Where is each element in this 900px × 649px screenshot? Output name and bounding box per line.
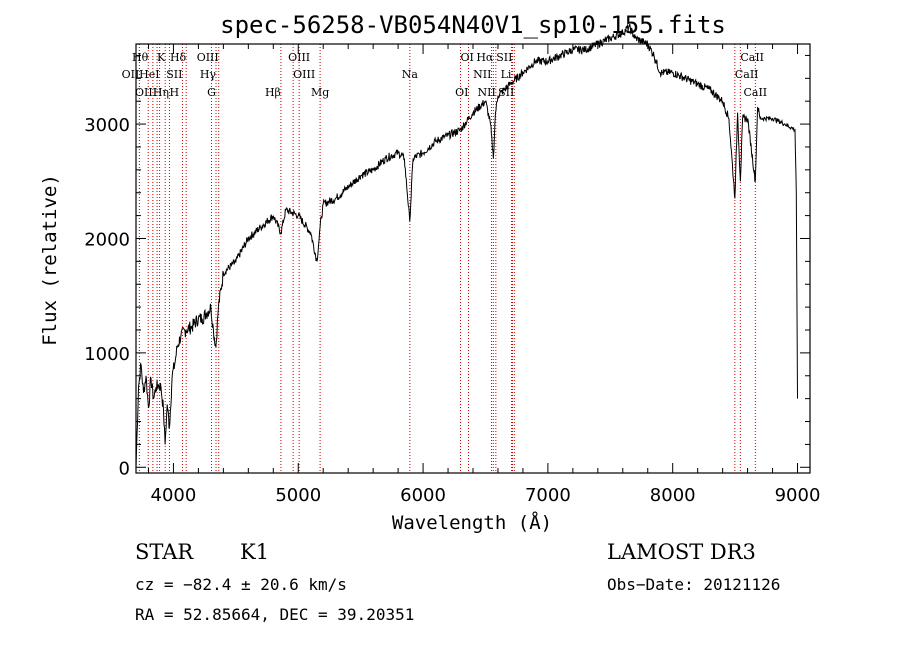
line-label-18: OI — [455, 86, 468, 99]
line-label-9: G — [207, 86, 216, 99]
line-label-16: Na — [402, 68, 419, 81]
line-label-13: OIII — [293, 68, 315, 81]
line-label-5: Hη — [153, 86, 169, 99]
line-label-3: HeI — [139, 68, 159, 81]
line-label-26: CaII — [740, 51, 764, 64]
redshift-label: cz = −82.4 ± 20.6 km/s — [135, 575, 347, 594]
y-tick-label-1000: 1000 — [84, 344, 130, 365]
x-tick-label-6000: 6000 — [400, 485, 446, 506]
line-label-7: SII — [166, 68, 182, 81]
x-tick-label-9000: 9000 — [775, 485, 821, 506]
x-tick-label-5000: 5000 — [275, 485, 321, 506]
line-label-17: OI — [461, 51, 474, 64]
subclass-label: K1 — [240, 540, 270, 564]
y-axis-label: Flux (relative) — [39, 174, 61, 346]
line-label-10: OIII — [197, 51, 219, 64]
line-label-21: NII — [478, 86, 496, 99]
x-axis-label: Wavelength (Å) — [392, 511, 552, 534]
line-label-25: CaII — [735, 68, 759, 81]
line-label-27: CaII — [743, 86, 767, 99]
line-label-8: Hδ — [170, 51, 187, 64]
line-label-24: SII — [498, 86, 514, 99]
line-label-6: H — [169, 86, 179, 99]
y-tick-label-0: 0 — [119, 458, 130, 479]
line-label-1: Hθ — [132, 51, 149, 64]
line-label-11: Hγ — [200, 68, 217, 81]
line-label-4: K — [157, 51, 166, 64]
line-label-19: NII — [473, 68, 491, 81]
line-label-15: Mg — [311, 86, 329, 99]
plot-area: 4000 5000 6000 7000 8000 9000 0 1000 2000 3000 OII… — [84, 24, 821, 506]
line-label-23: Li — [501, 68, 512, 81]
line-label-14: OIII — [288, 51, 310, 64]
coordinates-label: RA = 52.85664, DEC = 39.20351 — [135, 605, 415, 624]
x-tick-label-7000: 7000 — [525, 485, 571, 506]
survey-label: LAMOST DR3 — [607, 540, 756, 564]
chart-title: spec-56258-VB054N40V1_sp10-155.fits — [220, 11, 726, 39]
line-label-20: Hα — [476, 51, 494, 64]
plot-frame — [135, 43, 811, 474]
line-label-2: OIII — [135, 86, 157, 99]
observation-date: Obs−Date: 20121126 — [607, 575, 781, 594]
y-tick-label-3000: 3000 — [84, 115, 130, 136]
line-label-12: Hβ — [265, 86, 281, 99]
line-label-22: SII — [496, 51, 512, 64]
x-tick-label-8000: 8000 — [650, 485, 696, 506]
class-label: STAR — [135, 540, 194, 564]
spectrum-line — [135, 24, 798, 468]
x-tick-label-4000: 4000 — [151, 485, 197, 506]
y-tick-label-2000: 2000 — [84, 229, 130, 250]
line-label-0: OII — [122, 68, 140, 81]
